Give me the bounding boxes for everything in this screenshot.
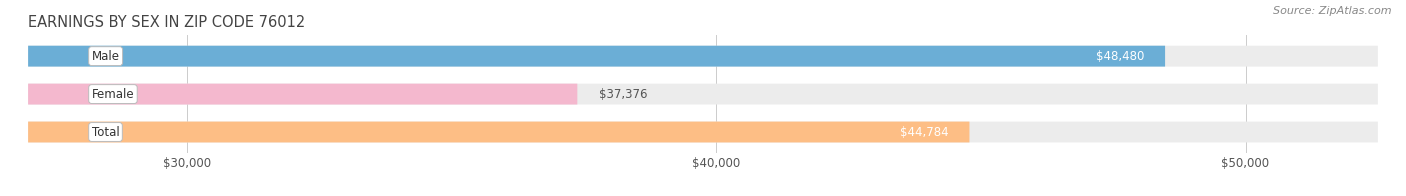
Text: $44,784: $44,784 <box>900 125 948 139</box>
FancyBboxPatch shape <box>28 46 1166 67</box>
Text: EARNINGS BY SEX IN ZIP CODE 76012: EARNINGS BY SEX IN ZIP CODE 76012 <box>28 15 305 30</box>
Text: $48,480: $48,480 <box>1095 50 1144 63</box>
Text: $37,376: $37,376 <box>599 88 647 101</box>
FancyBboxPatch shape <box>28 122 970 142</box>
Text: Female: Female <box>91 88 134 101</box>
Text: Male: Male <box>91 50 120 63</box>
FancyBboxPatch shape <box>28 84 1378 104</box>
Text: Source: ZipAtlas.com: Source: ZipAtlas.com <box>1274 6 1392 16</box>
Text: Total: Total <box>91 125 120 139</box>
FancyBboxPatch shape <box>28 122 1378 142</box>
FancyBboxPatch shape <box>28 46 1378 67</box>
FancyBboxPatch shape <box>28 84 578 104</box>
